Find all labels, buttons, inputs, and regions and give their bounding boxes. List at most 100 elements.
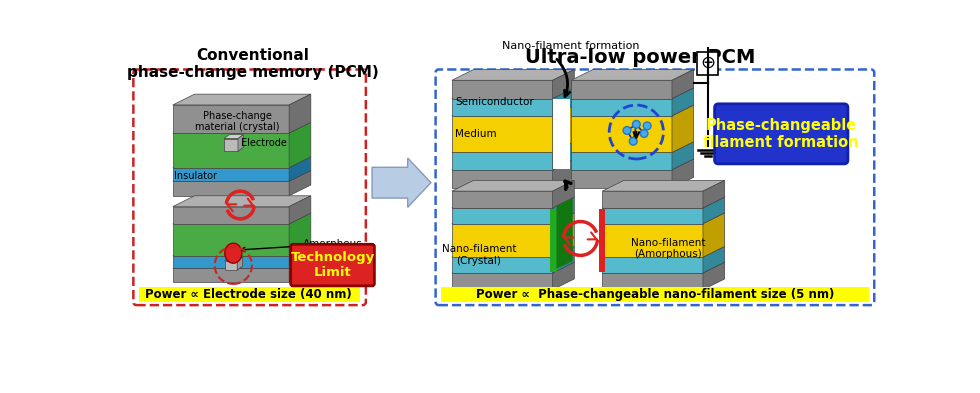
Polygon shape	[224, 135, 243, 138]
Polygon shape	[172, 245, 311, 255]
Polygon shape	[172, 196, 311, 207]
Polygon shape	[672, 105, 694, 152]
Polygon shape	[553, 197, 574, 224]
Polygon shape	[672, 142, 694, 170]
Polygon shape	[571, 99, 672, 116]
Polygon shape	[571, 170, 672, 188]
Polygon shape	[571, 116, 672, 152]
Text: Electrode: Electrode	[241, 138, 287, 148]
Circle shape	[629, 138, 637, 145]
Polygon shape	[452, 80, 553, 99]
Polygon shape	[452, 197, 574, 208]
FancyBboxPatch shape	[714, 104, 848, 164]
Polygon shape	[571, 142, 694, 152]
Polygon shape	[452, 152, 553, 170]
Polygon shape	[172, 268, 289, 282]
FancyBboxPatch shape	[139, 286, 360, 302]
Polygon shape	[172, 105, 289, 133]
Text: Conventional
phase-change memory (PCM): Conventional phase-change memory (PCM)	[126, 48, 378, 80]
Bar	[599, 209, 605, 272]
Polygon shape	[571, 70, 694, 80]
Polygon shape	[703, 180, 724, 208]
Polygon shape	[672, 88, 694, 116]
Text: Insulator: Insulator	[174, 171, 218, 181]
Polygon shape	[289, 122, 311, 167]
Polygon shape	[289, 157, 311, 181]
Polygon shape	[553, 88, 574, 116]
Polygon shape	[224, 261, 237, 270]
Polygon shape	[172, 94, 311, 105]
Polygon shape	[172, 171, 311, 181]
Polygon shape	[172, 122, 311, 133]
Polygon shape	[224, 257, 243, 261]
Polygon shape	[452, 88, 574, 99]
Polygon shape	[553, 70, 574, 99]
Polygon shape	[452, 116, 553, 152]
Polygon shape	[289, 245, 311, 268]
Polygon shape	[452, 224, 553, 257]
Polygon shape	[553, 180, 574, 208]
Polygon shape	[452, 257, 553, 273]
Polygon shape	[703, 246, 724, 273]
Polygon shape	[452, 180, 574, 191]
Polygon shape	[237, 257, 243, 270]
Polygon shape	[289, 196, 311, 224]
Polygon shape	[172, 255, 289, 268]
Polygon shape	[553, 105, 574, 152]
Polygon shape	[172, 133, 289, 167]
Polygon shape	[553, 213, 574, 257]
Polygon shape	[703, 262, 724, 290]
Polygon shape	[452, 99, 553, 116]
Polygon shape	[603, 273, 703, 290]
Polygon shape	[553, 159, 574, 188]
Circle shape	[623, 127, 631, 134]
Text: Phase-change
material (crystal): Phase-change material (crystal)	[195, 110, 280, 132]
Polygon shape	[452, 142, 574, 152]
Polygon shape	[452, 262, 574, 273]
Polygon shape	[452, 273, 553, 290]
Polygon shape	[603, 246, 724, 257]
Polygon shape	[289, 171, 311, 196]
Polygon shape	[553, 262, 574, 290]
Polygon shape	[452, 170, 553, 188]
Polygon shape	[553, 246, 574, 273]
Polygon shape	[571, 105, 694, 116]
Text: Amorphous: Amorphous	[241, 239, 363, 252]
Polygon shape	[452, 208, 553, 224]
Text: Technology
Limit: Technology Limit	[290, 251, 374, 279]
Polygon shape	[452, 70, 574, 80]
Bar	[550, 209, 557, 272]
Polygon shape	[224, 138, 238, 151]
Text: Power ∝ Electrode size (40 nm): Power ∝ Electrode size (40 nm)	[145, 288, 352, 301]
Text: Medium: Medium	[455, 129, 497, 139]
Polygon shape	[571, 80, 672, 99]
Polygon shape	[452, 159, 574, 170]
Polygon shape	[289, 213, 311, 255]
Polygon shape	[703, 213, 724, 257]
Polygon shape	[452, 105, 574, 116]
Polygon shape	[571, 159, 694, 170]
Ellipse shape	[224, 243, 242, 263]
Polygon shape	[172, 181, 289, 196]
Polygon shape	[289, 258, 311, 282]
Text: Nano-filament formation: Nano-filament formation	[502, 41, 639, 51]
Text: Nano-filament
(Crystal): Nano-filament (Crystal)	[442, 244, 516, 266]
Polygon shape	[603, 191, 703, 208]
Polygon shape	[672, 70, 694, 99]
Polygon shape	[289, 94, 311, 133]
Polygon shape	[603, 262, 724, 273]
Polygon shape	[557, 198, 572, 269]
Text: Ultra-low power PCM: Ultra-low power PCM	[525, 48, 756, 67]
Circle shape	[632, 121, 640, 128]
Polygon shape	[172, 167, 289, 181]
Circle shape	[643, 122, 651, 130]
Polygon shape	[703, 197, 724, 224]
Polygon shape	[452, 213, 574, 224]
Polygon shape	[172, 224, 289, 255]
Polygon shape	[238, 135, 243, 151]
Polygon shape	[603, 180, 724, 191]
Polygon shape	[571, 152, 672, 170]
Polygon shape	[571, 88, 694, 99]
Polygon shape	[172, 157, 311, 167]
Circle shape	[640, 130, 648, 138]
